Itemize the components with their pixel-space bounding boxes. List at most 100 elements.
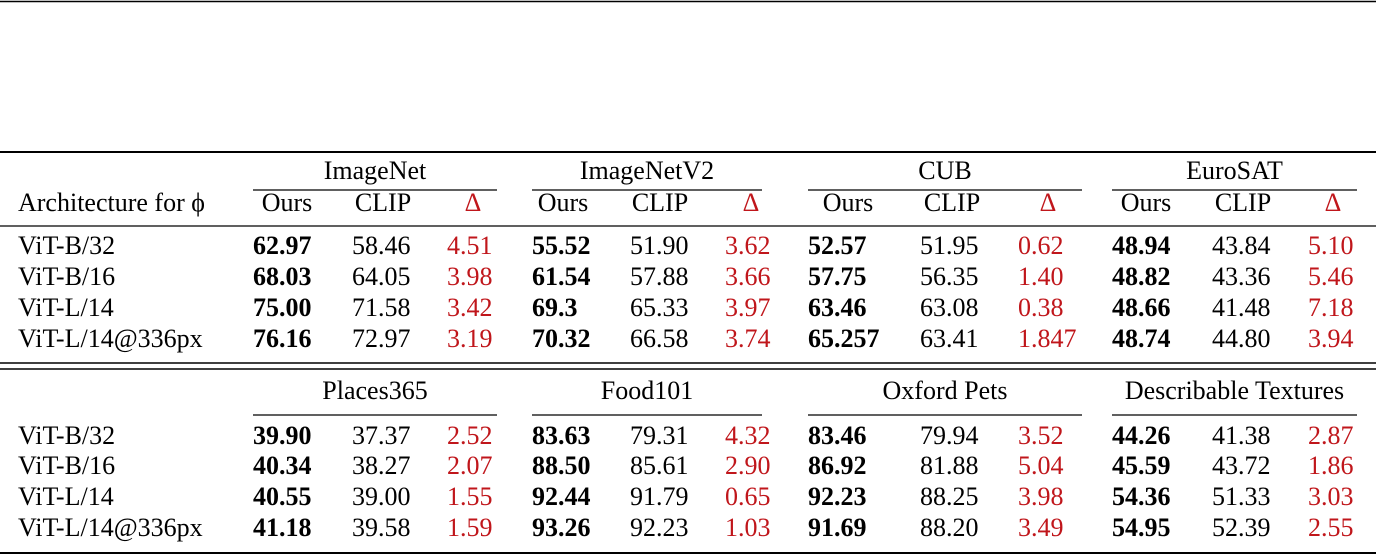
cell: 41.48 (1212, 293, 1271, 322)
column-header: Ours (262, 188, 313, 217)
cell: 52.57 (808, 231, 867, 260)
cell: 3.42 (447, 293, 493, 322)
cell: 76.16 (253, 324, 312, 353)
cell: 5.04 (1018, 451, 1064, 480)
cell: 1.86 (1308, 451, 1354, 480)
cell: 54.36 (1112, 482, 1171, 511)
cell: 91.69 (808, 513, 867, 542)
group-header: CUB (918, 156, 971, 185)
column-header: Ours (1121, 188, 1172, 217)
group-header: Describable Textures (1125, 376, 1344, 405)
cell: 61.54 (532, 262, 591, 291)
cell: 70.32 (532, 324, 591, 353)
cell: 43.36 (1212, 262, 1271, 291)
cell: 65.257 (808, 324, 880, 353)
cell: 44.80 (1212, 324, 1271, 353)
cell: 55.52 (532, 231, 591, 260)
row-label: ViT-B/16 (18, 262, 115, 291)
cell: 58.46 (352, 231, 411, 260)
cell: 51.90 (630, 231, 689, 260)
group-header: Oxford Pets (883, 376, 1008, 405)
cell: 2.90 (725, 451, 771, 480)
cell: 63.08 (920, 293, 979, 322)
cell: 3.98 (447, 262, 493, 291)
label-header: Architecture for ϕ (18, 188, 205, 217)
cell: 65.33 (630, 293, 689, 322)
cell: 1.03 (725, 513, 771, 542)
cell: 4.51 (447, 231, 493, 260)
cell: 57.75 (808, 262, 867, 291)
cell: 2.52 (447, 421, 493, 450)
group-header: ImageNetV2 (580, 156, 714, 185)
cell: 3.97 (725, 293, 771, 322)
cell: 88.20 (920, 513, 979, 542)
cell: 3.94 (1308, 324, 1354, 353)
cell: 71.58 (352, 293, 411, 322)
cell: 3.74 (725, 324, 771, 353)
cell: 48.94 (1112, 231, 1171, 260)
cell: 1.55 (447, 482, 493, 511)
column-header: Δ (1040, 188, 1057, 217)
cell: 48.74 (1112, 324, 1171, 353)
cell: 7.18 (1308, 293, 1354, 322)
row-label: ViT-B/16 (18, 451, 115, 480)
cell: 69.3 (532, 293, 578, 322)
cell: 93.26 (532, 513, 591, 542)
cell: 3.19 (447, 324, 493, 353)
cell: 52.39 (1212, 513, 1271, 542)
cell: 38.27 (352, 451, 411, 480)
cell: 2.55 (1308, 513, 1354, 542)
row-label: ViT-L/14@336px (18, 513, 203, 542)
cell: 56.35 (920, 262, 979, 291)
cell: 68.03 (253, 262, 312, 291)
column-header: Ours (538, 188, 589, 217)
column-header: Ours (823, 188, 874, 217)
row-label: ViT-L/14 (18, 293, 114, 322)
cell: 40.55 (253, 482, 312, 511)
cell: 1.40 (1018, 262, 1064, 291)
column-header: Δ (743, 188, 760, 217)
column-header: Δ (465, 188, 482, 217)
cell: 48.82 (1112, 262, 1171, 291)
cell: 3.49 (1018, 513, 1064, 542)
cell: 64.05 (352, 262, 411, 291)
cell: 41.38 (1212, 421, 1271, 450)
cell: 79.94 (920, 421, 979, 450)
cell: 0.62 (1018, 231, 1064, 260)
column-header: Δ (1325, 188, 1342, 217)
cell: 54.95 (1112, 513, 1171, 542)
cell: 3.52 (1018, 421, 1064, 450)
cell: 45.59 (1112, 451, 1171, 480)
cell: 88.50 (532, 451, 591, 480)
row-label: ViT-B/32 (18, 231, 115, 260)
cell: 1.847 (1018, 324, 1077, 353)
column-header: CLIP (355, 188, 411, 217)
cell: 5.46 (1308, 262, 1354, 291)
cell: 43.84 (1212, 231, 1271, 260)
cell: 92.23 (630, 513, 689, 542)
cell: 62.97 (253, 231, 312, 260)
cell: 39.90 (253, 421, 312, 450)
cell: 0.65 (725, 482, 771, 511)
cell: 44.26 (1112, 421, 1171, 450)
cell: 86.92 (808, 451, 867, 480)
cell: 66.58 (630, 324, 689, 353)
group-header: EuroSAT (1186, 156, 1283, 185)
column-header: CLIP (1215, 188, 1271, 217)
column-header: CLIP (924, 188, 980, 217)
row-label: ViT-L/14@336px (18, 324, 203, 353)
cell: 3.03 (1308, 482, 1354, 511)
cell: 40.34 (253, 451, 312, 480)
cell: 39.00 (352, 482, 411, 511)
cell: 2.87 (1308, 421, 1354, 450)
group-header: Food101 (601, 376, 693, 405)
cell: 72.97 (352, 324, 411, 353)
row-label: ViT-L/14 (18, 482, 114, 511)
cell: 2.07 (447, 451, 493, 480)
cell: 39.58 (352, 513, 411, 542)
column-header: CLIP (632, 188, 688, 217)
cell: 0.38 (1018, 293, 1064, 322)
cell: 83.46 (808, 421, 867, 450)
cell: 92.23 (808, 482, 867, 511)
